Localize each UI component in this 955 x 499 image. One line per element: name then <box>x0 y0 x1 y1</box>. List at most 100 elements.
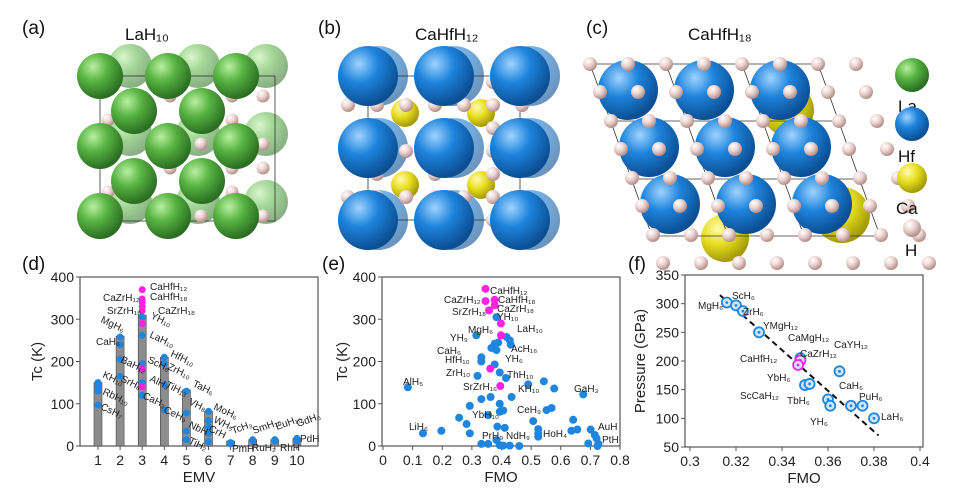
hf-atom <box>414 190 474 250</box>
data-point <box>494 338 503 347</box>
y-axis-label: Pressure (GPa) <box>632 309 649 413</box>
y-tick-label: 200 <box>51 354 75 370</box>
point-annotation: YH₆ <box>810 417 828 428</box>
tc-vs-fmo-chart: 0 0.1 0.2 0.3 0.4 0.5 0.6 0.7 0.8 0 100 200 300 400 FM… <box>334 269 630 486</box>
point-annotation: CaZrH₁₈ <box>497 304 534 315</box>
h-atom <box>194 209 208 223</box>
h-atom <box>707 85 721 99</box>
x-tick-label: 0.8 <box>610 452 630 468</box>
h-atom <box>663 171 677 185</box>
data-point <box>249 437 257 445</box>
data-point <box>550 384 559 393</box>
h-atom <box>846 256 860 270</box>
data-point <box>515 442 524 450</box>
data-point <box>506 340 515 349</box>
hf-atom <box>750 60 810 120</box>
la-atom <box>111 88 157 134</box>
h-atom <box>739 171 753 185</box>
h-atom <box>669 85 683 99</box>
data-point <box>138 360 146 368</box>
x-tick-label: 0.2 <box>433 452 453 468</box>
point-annotation: SrZrH₁₆ <box>463 382 497 393</box>
point-annotation: MgH₆ <box>468 325 493 336</box>
data-point-highlight <box>138 307 146 315</box>
point-annotation: CaMgH₁₂ <box>788 333 829 344</box>
x-axis-label: EMV <box>183 469 216 486</box>
point-annotation: HfH₁₀ <box>445 355 470 366</box>
data-point <box>477 439 486 448</box>
data-point-center <box>734 303 738 307</box>
data-point <box>182 436 190 444</box>
data-point <box>205 417 212 425</box>
h-atom <box>593 85 607 99</box>
data-point <box>116 372 124 380</box>
point-annotation: ThH₁₀ <box>507 370 533 381</box>
h-atom <box>635 199 649 213</box>
y-tick-label: 100 <box>51 396 75 412</box>
point-annotation: GaH₃ <box>574 384 599 395</box>
legend-label-ca: Ca <box>896 199 918 218</box>
y-tick-label: 300 <box>353 311 377 327</box>
data-point <box>569 415 578 424</box>
data-point <box>584 439 593 448</box>
atom-legend: La Hf Ca H <box>895 58 929 260</box>
h-atom <box>642 114 656 128</box>
data-point <box>495 399 504 408</box>
data-point <box>579 390 588 399</box>
point-annotation: CaHfH₁₈ <box>150 292 188 303</box>
x-tick-label: 7 <box>227 452 235 468</box>
hf-atom <box>338 118 398 178</box>
data-point-highlight <box>486 364 495 373</box>
point-annotation: CaH₆ <box>839 381 863 392</box>
point-annotation: ScCaH₁₂ <box>740 391 779 402</box>
data-point <box>138 313 146 321</box>
data-point <box>403 383 412 392</box>
h-atom <box>697 57 711 71</box>
x-tick-label: 0 <box>379 452 387 468</box>
data-point-highlight <box>490 295 499 304</box>
cahfh12-structure <box>338 46 560 250</box>
data-point <box>492 313 501 322</box>
x-tick-label: 1 <box>94 452 102 468</box>
data-point <box>94 401 102 409</box>
point-annotation: YbH₁₀ <box>472 410 499 421</box>
data-point <box>94 387 102 395</box>
data-point-center <box>861 404 864 408</box>
point-annotation: LaH₆ <box>881 412 903 423</box>
y-tick-label: 200 <box>656 353 680 369</box>
x-axis-label: FMO <box>787 470 820 487</box>
hf-atom <box>792 174 852 234</box>
data-point <box>160 381 168 389</box>
h-atom <box>811 57 825 71</box>
data-point <box>486 392 495 401</box>
h-atom <box>631 85 645 99</box>
x-tick-label: 5 <box>183 452 191 468</box>
data-point <box>573 425 582 434</box>
h-atom <box>194 137 208 151</box>
h-atom <box>614 142 628 156</box>
legend-label-hf: Hf <box>898 147 915 166</box>
y-tick-label: 100 <box>656 410 680 426</box>
y-tick-label: 400 <box>51 269 75 285</box>
data-point <box>205 407 212 415</box>
point-annotation: CaHfH₁₈ <box>498 295 536 306</box>
data-point <box>418 429 427 438</box>
x-tick-label: 0.38 <box>860 453 887 469</box>
hf-atom <box>640 174 700 234</box>
la-atom <box>77 53 123 99</box>
h-atom <box>256 209 270 223</box>
data-point-center <box>838 369 841 373</box>
h-atom <box>773 57 787 71</box>
point-annotation: PdH <box>300 434 319 445</box>
data-point <box>293 437 301 445</box>
hf-atom <box>716 174 776 234</box>
point-annotation: CaZrH₁₈ <box>158 306 195 317</box>
h-atom <box>728 142 742 156</box>
h-atom <box>399 98 413 112</box>
hf-atom <box>338 46 398 106</box>
x-tick-label: 10 <box>289 452 305 468</box>
point-annotation: ScH₆ <box>732 291 755 302</box>
h-atom <box>859 85 873 99</box>
data-point-center <box>849 404 853 408</box>
